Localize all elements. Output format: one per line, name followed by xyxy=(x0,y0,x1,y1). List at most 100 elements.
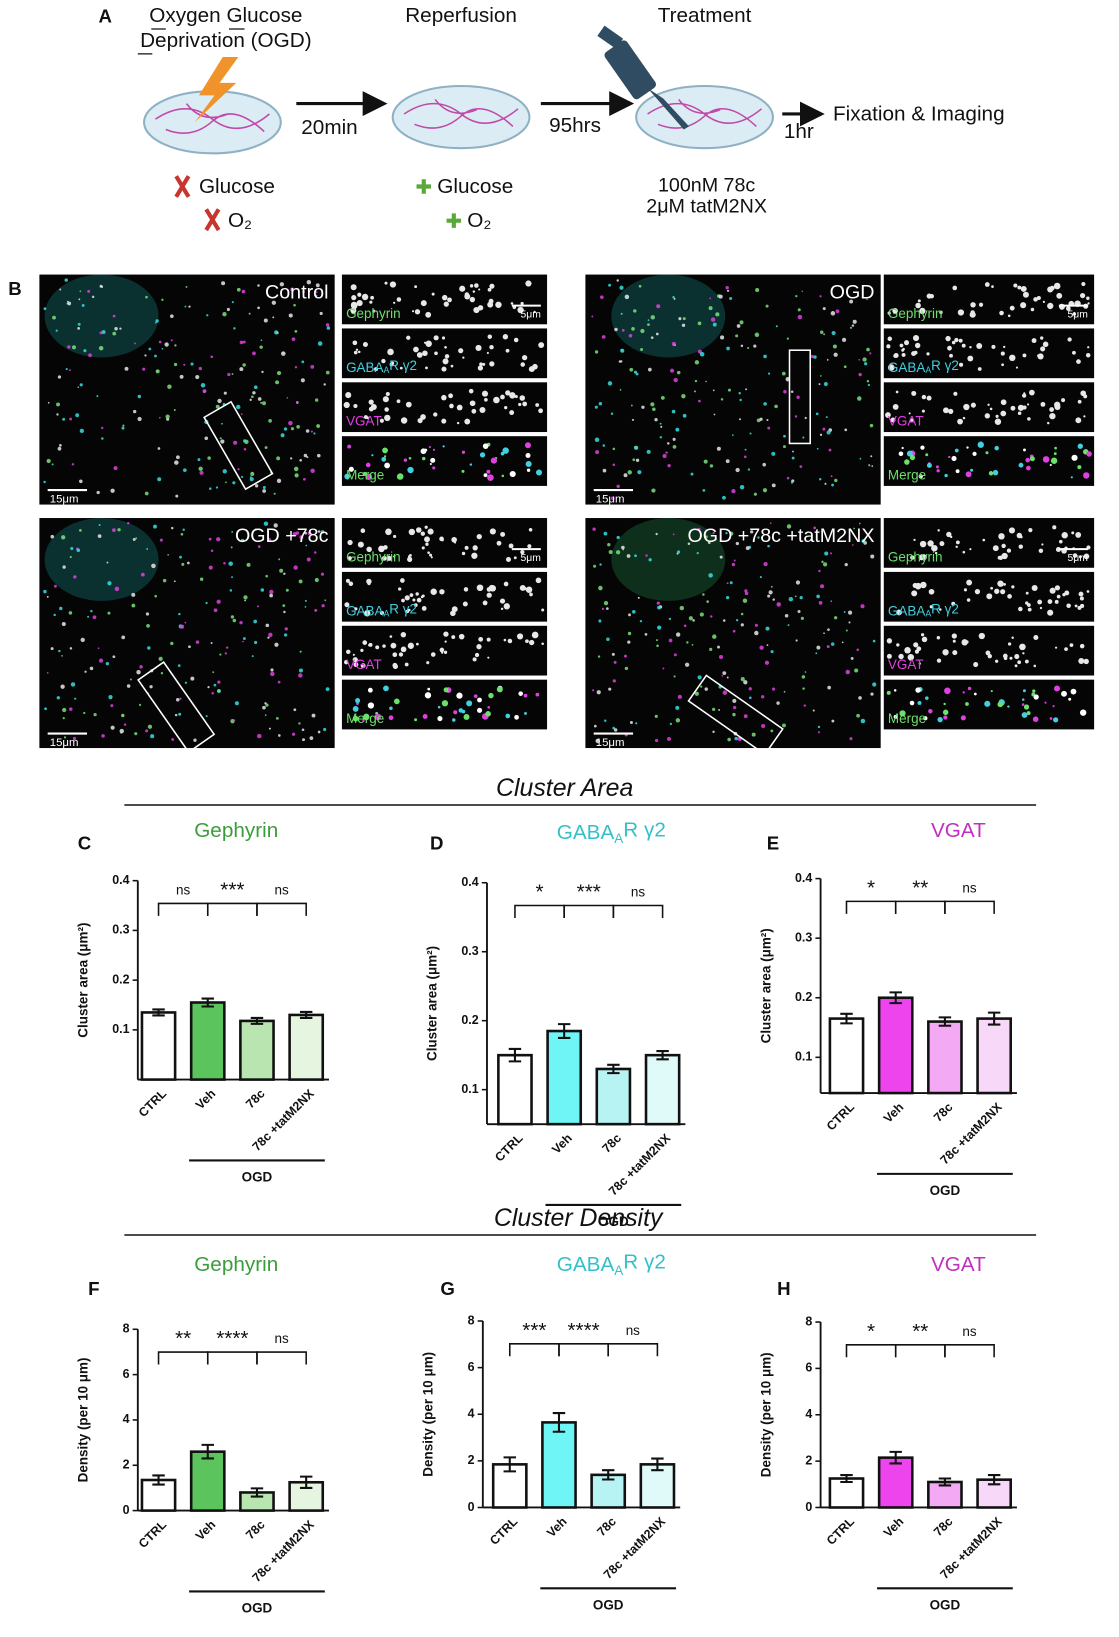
inset-puncta xyxy=(522,401,528,407)
inset-puncta xyxy=(1027,403,1030,406)
inset-puncta xyxy=(944,473,948,478)
puncta xyxy=(712,322,717,327)
puncta xyxy=(770,650,774,654)
puncta xyxy=(173,408,176,412)
inset-puncta xyxy=(421,546,425,550)
inset-puncta xyxy=(425,366,428,370)
puncta xyxy=(860,718,866,724)
inset-puncta xyxy=(1067,337,1072,342)
inset-puncta xyxy=(500,531,506,537)
inset-puncta xyxy=(1017,285,1022,290)
sig-label: ns xyxy=(274,883,288,898)
puncta xyxy=(50,534,55,539)
puncta xyxy=(747,346,750,350)
underline xyxy=(137,28,245,55)
inset-puncta xyxy=(475,344,482,352)
puncta xyxy=(155,319,159,323)
inset-puncta xyxy=(1011,636,1014,639)
puncta xyxy=(704,687,708,691)
inset-puncta xyxy=(356,300,363,307)
puncta xyxy=(210,549,214,553)
puncta xyxy=(81,304,85,307)
puncta xyxy=(309,736,314,741)
inset-puncta xyxy=(528,639,535,646)
text-segment: GABA xyxy=(557,822,615,845)
puncta xyxy=(257,733,262,739)
puncta xyxy=(601,335,606,339)
puncta xyxy=(253,619,258,624)
puncta xyxy=(132,538,136,541)
inset-puncta xyxy=(965,471,972,478)
puncta xyxy=(240,413,243,415)
image-label: OGD +78c +tatM2NX xyxy=(687,525,874,547)
sig-label: ns xyxy=(274,1331,288,1346)
y-tick-label: 4 xyxy=(468,1407,475,1421)
inset-puncta xyxy=(521,354,528,361)
inset-puncta xyxy=(385,391,390,397)
puncta xyxy=(107,611,111,615)
puncta xyxy=(754,630,759,636)
inset-puncta xyxy=(478,636,484,642)
inset-puncta xyxy=(966,598,971,602)
puncta xyxy=(325,323,330,327)
channel-label: GABAAR γ2 xyxy=(346,601,417,618)
inset-puncta xyxy=(408,528,416,536)
inset-puncta xyxy=(416,352,423,358)
puncta xyxy=(147,646,151,650)
inset-puncta xyxy=(886,690,891,695)
inset-puncta xyxy=(482,443,489,449)
inset-puncta xyxy=(920,445,925,450)
inset-puncta xyxy=(472,657,477,662)
inset-puncta xyxy=(951,601,956,606)
puncta xyxy=(59,606,63,611)
y-tick-label: 0 xyxy=(123,1503,130,1517)
inset-puncta xyxy=(945,335,951,342)
puncta xyxy=(270,671,275,677)
inset-puncta xyxy=(441,651,444,654)
sig-label: *** xyxy=(220,878,244,901)
puncta xyxy=(239,620,243,625)
remove-mark xyxy=(174,175,221,232)
inset-puncta xyxy=(973,692,977,696)
inset-puncta xyxy=(441,366,447,372)
puncta xyxy=(56,696,60,700)
inset-puncta xyxy=(915,687,921,693)
puncta xyxy=(830,600,833,603)
sig-label: * xyxy=(867,876,875,899)
puncta xyxy=(797,314,803,320)
inset-puncta xyxy=(1020,285,1027,292)
puncta xyxy=(715,312,720,317)
inset-puncta xyxy=(939,541,945,547)
puncta xyxy=(826,430,831,435)
puncta xyxy=(264,702,267,705)
inset-puncta xyxy=(477,305,484,311)
inset-puncta xyxy=(366,546,372,553)
inset-puncta xyxy=(896,609,902,616)
puncta xyxy=(591,315,594,318)
puncta xyxy=(155,369,160,374)
inset-puncta xyxy=(1056,292,1063,299)
inset-puncta xyxy=(1072,312,1077,316)
inset-puncta xyxy=(428,445,431,449)
puncta xyxy=(135,537,138,540)
puncta xyxy=(608,549,613,555)
puncta xyxy=(157,477,162,482)
puncta xyxy=(751,732,756,737)
puncta xyxy=(175,697,180,702)
inset-puncta xyxy=(1054,446,1057,450)
puncta xyxy=(296,424,300,429)
inset-puncta xyxy=(1075,417,1082,424)
inset-puncta xyxy=(998,533,1005,540)
puncta xyxy=(721,675,724,677)
inset-puncta xyxy=(518,691,523,696)
puncta xyxy=(142,367,146,371)
y-tick-label: 4 xyxy=(805,1407,812,1421)
inset-puncta xyxy=(1017,411,1022,416)
puncta xyxy=(71,345,77,350)
inset-puncta xyxy=(469,284,474,288)
inset-puncta xyxy=(381,358,386,364)
inset-puncta xyxy=(1080,390,1087,397)
channel-label: VGAT xyxy=(346,657,382,672)
y-tick-label: 8 xyxy=(123,1322,130,1336)
inset-puncta xyxy=(425,340,432,347)
